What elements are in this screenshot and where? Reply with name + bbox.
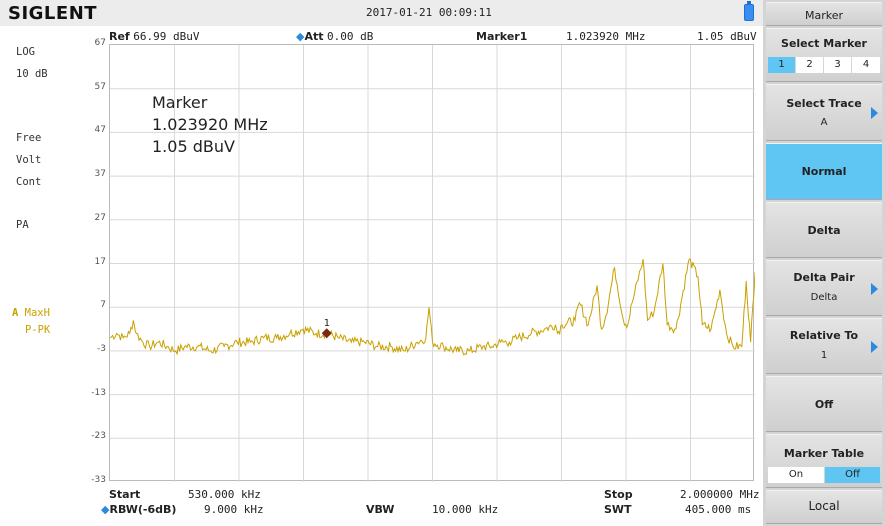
detector-mode: P-PK — [25, 324, 51, 336]
y-tick-label: -23 — [91, 431, 106, 442]
marker-readout-label: Marker1 — [476, 30, 528, 43]
off-key[interactable]: Off — [766, 376, 882, 432]
brand-logo: SIGLENT — [8, 3, 98, 24]
start-value: 530.000 kHz — [188, 488, 261, 501]
att-value: 0.00 dB — [327, 30, 374, 43]
diamond-icon: ◆ — [296, 30, 305, 43]
y-tick-label: 17 — [94, 256, 106, 267]
marker-option-3[interactable]: 3 — [824, 57, 851, 73]
stop-value: 2.000000 MHz — [680, 488, 760, 501]
relative-to-value: 1 — [820, 350, 828, 361]
marker-option-4[interactable]: 4 — [852, 57, 880, 73]
y-tick-label: 57 — [94, 81, 106, 92]
rbw-value: 9.000 kHz — [204, 503, 264, 516]
marker-table-key[interactable]: Marker Table On Off — [766, 434, 882, 488]
scale-type: LOG — [16, 46, 35, 58]
marker-info-level: 1.05 dBuV — [152, 137, 235, 156]
arrow-right-icon — [871, 341, 878, 353]
y-tick-label: -33 — [91, 475, 106, 485]
marker-number-label: 1 — [324, 318, 330, 329]
ref-level: Ref 66.99 dBuV — [109, 30, 199, 43]
y-tick-label: 37 — [94, 169, 106, 180]
rbw-label: ◆RBW(-6dB) — [101, 503, 177, 516]
marker-option-2[interactable]: 2 — [796, 57, 823, 73]
swt-value: 405.000 ms — [685, 503, 752, 516]
y-tick-label: -3 — [97, 343, 106, 354]
swt-label: SWT — [604, 503, 632, 516]
spectrum-plot[interactable]: 1 — [109, 44, 755, 482]
marker-info: Marker 1.023920 MHz 1.05 dBuV — [152, 92, 268, 158]
spectrum-trace — [110, 258, 755, 356]
y-tick-label: 47 — [94, 125, 106, 136]
marker-diamond-icon[interactable] — [321, 328, 332, 339]
normal-key[interactable]: Normal — [766, 143, 882, 200]
select-trace-value: A — [820, 117, 828, 128]
select-trace-label: Select Trace — [786, 97, 862, 110]
marker-table-label: Marker Table — [783, 447, 865, 460]
off-label: Off — [814, 398, 834, 411]
local-label: Local — [808, 499, 840, 513]
marker-info-title: Marker — [152, 93, 208, 112]
stop-label: Stop — [604, 488, 633, 501]
marker-option-1[interactable]: 1 — [768, 57, 795, 73]
y-tick-label: 7 — [100, 300, 106, 311]
trace-letter: A — [12, 307, 19, 319]
usb-icon — [744, 1, 754, 21]
vbw-value: 10.000 kHz — [432, 503, 499, 516]
vbw-label: VBW — [366, 503, 395, 516]
select-trace-key[interactable]: Select Trace A — [766, 84, 882, 141]
spectrum-svg: 1 — [110, 45, 755, 482]
date-time: 2017-01-21 00:09:11 — [366, 6, 492, 19]
ref-label: Ref — [109, 30, 130, 43]
delta-pair-key[interactable]: Delta Pair Delta — [766, 260, 882, 316]
menu-title: Marker — [766, 2, 882, 26]
delta-pair-value: Delta — [810, 292, 838, 303]
arrow-right-icon — [871, 283, 878, 295]
y-tick-label: 67 — [94, 38, 106, 48]
status-bar: SIGLENT 2017-01-21 00:09:11 — [0, 0, 763, 26]
relative-to-label: Relative To — [789, 329, 859, 342]
marker-table-off[interactable]: Off — [825, 467, 880, 483]
attenuation: ◆Att 0.00 dB — [296, 30, 373, 43]
preamp-indicator: PA — [16, 219, 29, 231]
start-label: Start — [109, 488, 141, 501]
free-indicator: Free — [16, 132, 42, 144]
cont-indicator: Cont — [16, 176, 42, 188]
marker-table-on[interactable]: On — [768, 467, 824, 483]
softkey-panel: Marker Select Marker 1 2 3 4 Select Trac… — [763, 0, 885, 526]
delta-key[interactable]: Delta — [766, 202, 882, 258]
marker-info-freq: 1.023920 MHz — [152, 115, 268, 134]
normal-label: Normal — [801, 165, 847, 178]
volt-indicator: Volt — [16, 154, 42, 166]
arrow-right-icon — [871, 107, 878, 119]
relative-to-key[interactable]: Relative To 1 — [766, 318, 882, 374]
y-tick-label: 27 — [94, 212, 106, 223]
diamond-icon: ◆ — [101, 503, 110, 516]
select-marker-label: Select Marker — [781, 37, 867, 50]
marker-readout-level: 1.05 dBuV — [697, 30, 757, 43]
y-tick-label: -13 — [91, 387, 106, 398]
att-label: Att — [304, 30, 324, 43]
trace-mode-label: MaxH — [24, 307, 50, 319]
trace-mode: A MaxH — [12, 307, 50, 319]
select-marker-key[interactable]: Select Marker 1 2 3 4 — [766, 28, 882, 82]
local-key[interactable]: Local — [766, 490, 882, 524]
ref-value: 66.99 dBuV — [133, 30, 200, 43]
scale-division: 10 dB — [16, 68, 48, 80]
marker-readout-freq: 1.023920 MHz — [566, 30, 646, 43]
delta-label: Delta — [807, 224, 841, 237]
delta-pair-label: Delta Pair — [793, 271, 855, 284]
